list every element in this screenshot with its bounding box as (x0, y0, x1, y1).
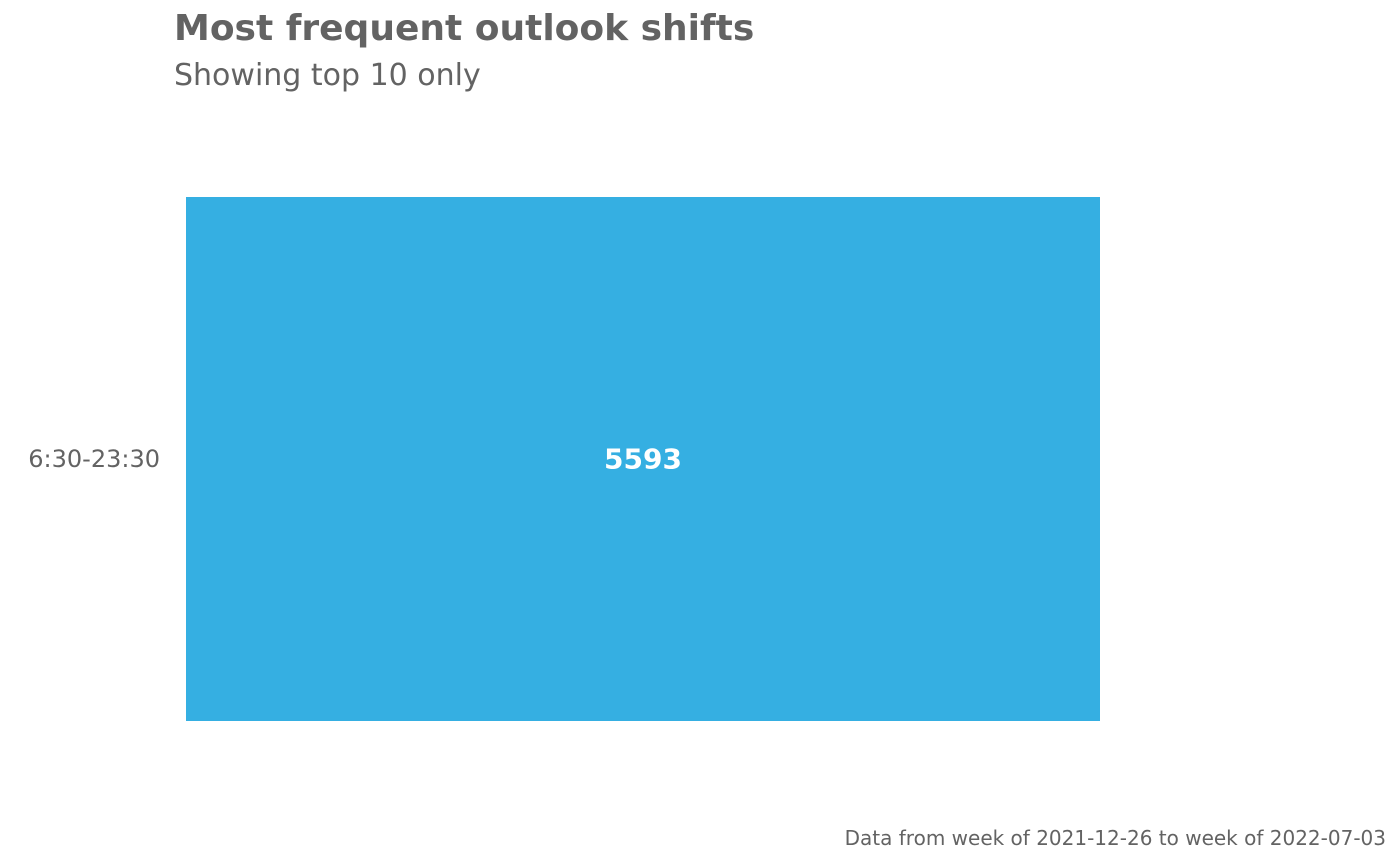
category-tick-label: 6:30-23:30 (28, 445, 160, 473)
bar-value-label: 5593 (604, 443, 682, 476)
chart-subtitle: Showing top 10 only (174, 58, 481, 93)
bar-0 (186, 197, 1100, 721)
plot-area: 6:30-23:30 5593 (28, 197, 1100, 721)
chart-caption: Data from week of 2021-12-26 to week of … (844, 826, 1386, 850)
chart-title: Most frequent outlook shifts (174, 8, 755, 49)
